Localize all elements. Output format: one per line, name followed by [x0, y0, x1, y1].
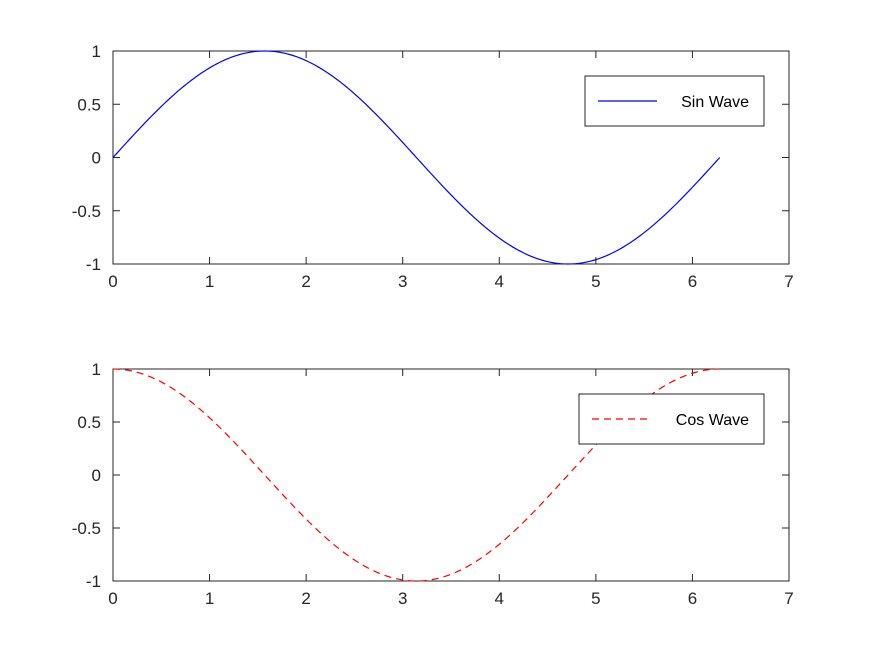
- x-tick-label: 1: [205, 272, 214, 291]
- x-tick-label: 3: [398, 272, 407, 291]
- x-tick-label: 7: [784, 272, 793, 291]
- y-tick-label: -0.5: [72, 202, 101, 221]
- x-tick-label: 5: [591, 272, 600, 291]
- legend-label: Sin Wave: [681, 94, 749, 111]
- y-tick-label: 1: [92, 360, 101, 379]
- series-line-sin: [112, 50, 721, 265]
- x-tick-label: 6: [688, 272, 697, 291]
- x-tick-label: 7: [784, 589, 793, 608]
- y-tick-label: 0: [92, 149, 101, 168]
- y-tick-label: 0: [92, 466, 101, 485]
- x-tick-label: 0: [108, 589, 117, 608]
- y-tick-label: 1: [92, 42, 101, 61]
- x-tick-label: 4: [495, 272, 504, 291]
- y-tick-label: -1: [86, 255, 101, 274]
- y-tick-label: 0.5: [77, 413, 101, 432]
- subplot-bottom-cos: 0 1 2 3 4 5 6 7 1 0.5 0 -0.5 -1 Cos Wave: [72, 360, 794, 608]
- legend-label: Cos Wave: [676, 412, 749, 429]
- legend: Cos Wave: [578, 393, 765, 445]
- x-tick-label: 6: [688, 589, 697, 608]
- legend: Sin Wave: [584, 75, 765, 127]
- y-tick-label: 0.5: [77, 95, 101, 114]
- y-tick-label: -0.5: [72, 519, 101, 538]
- y-tick-label: -1: [86, 572, 101, 591]
- x-tick-label: 5: [591, 589, 600, 608]
- x-tick-label: 0: [108, 272, 117, 291]
- x-tick-label: 2: [301, 589, 310, 608]
- x-tick-label: 1: [205, 589, 214, 608]
- x-tick-label: 4: [495, 589, 504, 608]
- x-tick-label: 2: [301, 272, 310, 291]
- x-tick-label: 3: [398, 589, 407, 608]
- subplot-top-sin: 0 1 2 3 4 5 6 7 1 0.5 0 -0.5 -1 Sin Wave: [72, 42, 794, 291]
